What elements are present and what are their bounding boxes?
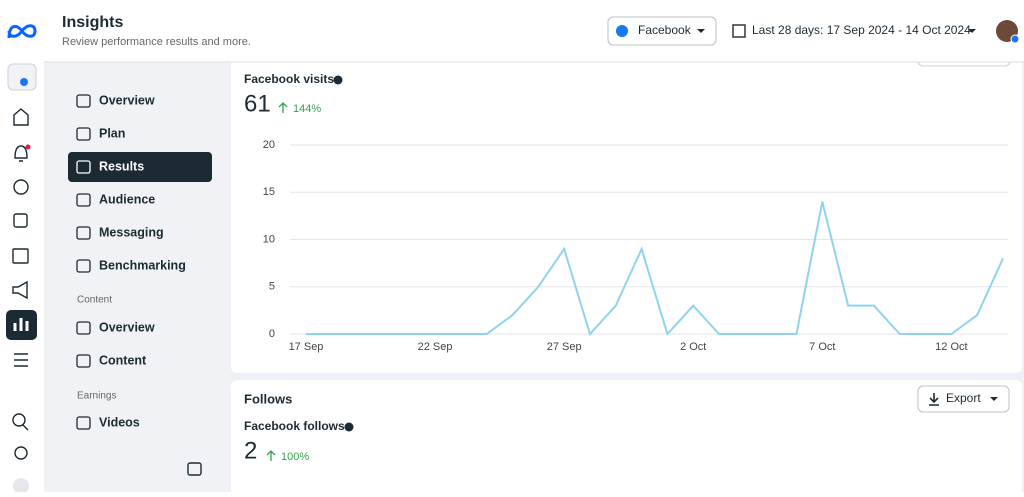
info-icon[interactable] xyxy=(344,422,354,432)
page-badge xyxy=(20,78,28,86)
date-range[interactable]: Last 28 days: 17 Sep 2024 - 14 Oct 2024 xyxy=(752,23,971,37)
header xyxy=(0,0,1024,62)
nav-icon xyxy=(76,193,91,207)
platform-label: Facebook xyxy=(638,23,692,37)
facebook-logo xyxy=(616,25,628,37)
nav-item[interactable]: Videos xyxy=(99,415,140,429)
nav-item[interactable]: Benchmarking xyxy=(99,258,186,272)
nav-item[interactable]: Audience xyxy=(99,192,155,206)
nav-icon xyxy=(76,416,91,430)
metric-total: 2 xyxy=(244,437,257,464)
menu-icon[interactable] xyxy=(14,353,28,367)
home-icon[interactable] xyxy=(13,108,29,126)
y-tick-label: 0 xyxy=(269,328,275,340)
calendar-icon[interactable] xyxy=(732,24,746,38)
nav-icon xyxy=(76,226,91,240)
nav-item[interactable]: Messaging xyxy=(99,225,164,239)
metric-label: Facebook visits xyxy=(244,72,334,86)
content-icon[interactable] xyxy=(13,213,28,228)
x-tick-label: 2 Oct xyxy=(680,341,706,353)
nav-section-label: Content xyxy=(77,295,112,306)
search-icon[interactable] xyxy=(12,413,26,427)
x-tick-label: 27 Sep xyxy=(547,341,582,353)
export-label: Export xyxy=(946,391,981,405)
follows-card xyxy=(231,380,1022,497)
nav-icon xyxy=(76,354,91,368)
metric-label: Facebook follows xyxy=(244,419,345,433)
notification-dot xyxy=(25,144,31,150)
y-tick-label: 5 xyxy=(269,281,275,293)
nav-icon xyxy=(76,259,91,273)
data-line xyxy=(306,201,1004,336)
collapse-icon[interactable] xyxy=(187,462,202,476)
download-icon xyxy=(929,393,939,406)
page-subtitle: Review performance results and more. xyxy=(62,36,251,48)
date-caret xyxy=(968,29,976,33)
nav-icon xyxy=(76,160,91,174)
x-tick-label: 12 Oct xyxy=(935,341,967,353)
nav-item[interactable]: Content xyxy=(99,353,147,367)
side-nav xyxy=(44,62,231,492)
metric-change: 144% xyxy=(293,103,321,115)
profile-badge xyxy=(1010,34,1020,44)
nav-icon xyxy=(76,321,91,335)
export-caret xyxy=(990,397,998,401)
x-tick-label: 22 Sep xyxy=(418,341,453,353)
nav-section-label: Earnings xyxy=(77,391,116,402)
metric-total: 61 xyxy=(244,90,271,117)
y-tick-label: 10 xyxy=(263,233,275,245)
export-button[interactable] xyxy=(917,385,1010,413)
nav-item[interactable]: Plan xyxy=(99,126,125,140)
nav-item[interactable]: Results xyxy=(99,159,144,173)
metric-change: 100% xyxy=(281,451,309,463)
platform-dropdown[interactable] xyxy=(607,16,717,46)
page-title: Insights xyxy=(62,14,123,31)
settings-icon[interactable] xyxy=(14,446,28,460)
y-tick-label: 15 xyxy=(263,186,275,198)
x-tick-label: 17 Sep xyxy=(289,341,324,353)
section-title: Follows xyxy=(244,391,292,406)
nav-active xyxy=(68,152,212,182)
help-icon[interactable] xyxy=(13,478,29,494)
nav-item[interactable]: Overview xyxy=(99,320,155,334)
insights-icon xyxy=(13,318,29,331)
nav-icon xyxy=(76,94,91,108)
visits-card xyxy=(231,58,1022,373)
nav-icon xyxy=(76,127,91,141)
up-arrow xyxy=(266,450,276,461)
inbox-icon[interactable] xyxy=(13,179,29,195)
meta-logo[interactable] xyxy=(7,24,37,39)
info-icon[interactable] xyxy=(333,75,343,85)
y-tick-label: 20 xyxy=(263,139,275,151)
planner-icon[interactable] xyxy=(12,248,29,264)
notifications-icon[interactable] xyxy=(14,145,28,162)
page-avatar[interactable] xyxy=(7,63,37,91)
x-tick-label: 7 Oct xyxy=(809,341,835,353)
up-arrow xyxy=(278,102,288,113)
nav-item[interactable]: Overview xyxy=(99,93,155,107)
ads-icon[interactable] xyxy=(12,280,28,300)
dropdown-caret xyxy=(697,29,705,33)
search-icon-handle xyxy=(22,424,29,431)
